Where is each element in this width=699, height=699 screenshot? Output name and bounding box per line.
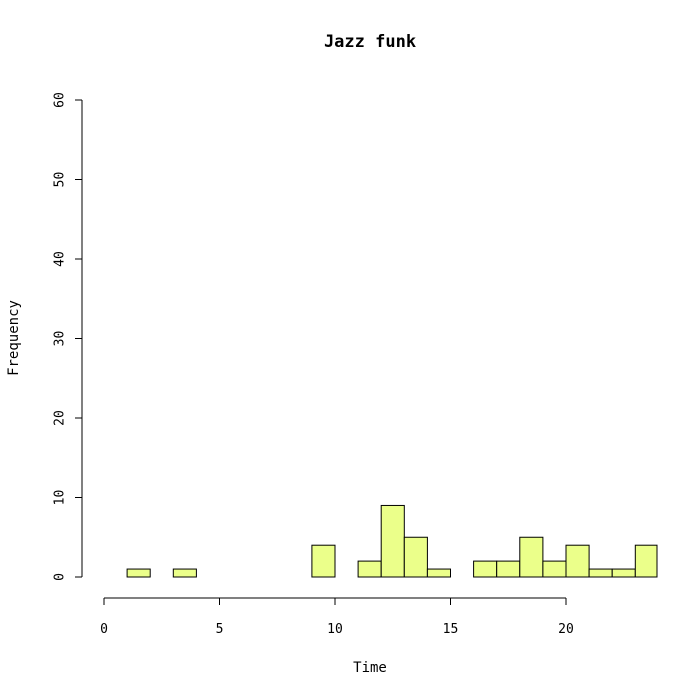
histogram-bar [403, 536, 428, 578]
x-tick-label: 15 [443, 622, 459, 637]
histogram-bar [634, 544, 658, 578]
x-tick-label: 0 [100, 622, 108, 637]
histogram-bar [357, 560, 382, 578]
histogram-bar [496, 560, 521, 578]
histogram-bar [588, 568, 613, 578]
histogram-bar [126, 568, 151, 578]
x-axis-label: Time [353, 660, 387, 676]
y-tick-label: 20 [53, 410, 68, 426]
x-tick-label: 5 [216, 622, 224, 637]
histogram-bar [172, 568, 197, 578]
histogram-bar [311, 544, 336, 578]
x-axis: 0 5 10 15 20 [100, 597, 574, 637]
histogram-bar [542, 560, 567, 578]
histogram-bar [380, 504, 405, 578]
y-tick-label: 10 [53, 490, 68, 506]
y-tick-label: 60 [53, 92, 68, 108]
y-axis: 0 10 20 30 40 50 60 [53, 92, 83, 581]
histogram-bar [519, 536, 544, 578]
x-tick-label: 10 [327, 622, 343, 637]
bars-group [126, 504, 658, 578]
y-tick-label: 50 [53, 172, 68, 188]
histogram-bar [565, 544, 590, 578]
histogram-bar [611, 568, 636, 578]
y-tick-label: 40 [53, 251, 68, 267]
y-tick-label: 0 [53, 573, 68, 581]
x-tick-label: 20 [558, 622, 574, 637]
histogram-bar [426, 568, 451, 578]
y-tick-label: 30 [53, 331, 68, 347]
y-axis-label: Frequency [6, 300, 22, 376]
chart-title: Jazz funk [324, 32, 416, 52]
histogram-bar [473, 560, 498, 578]
